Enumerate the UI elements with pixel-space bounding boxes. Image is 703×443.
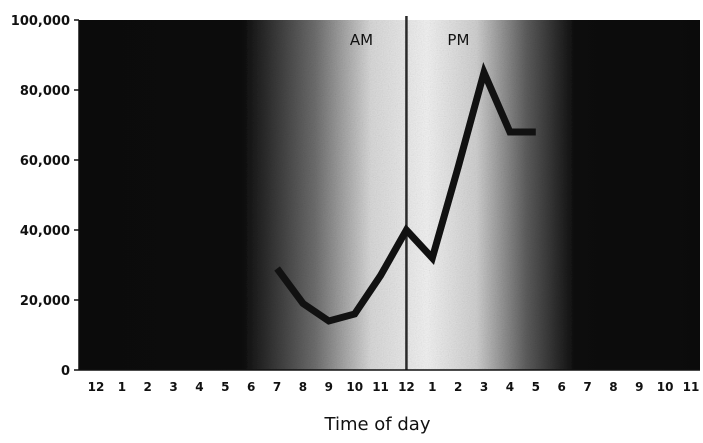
x-tick-label: 7	[273, 380, 281, 394]
y-tick-label: 60,000	[20, 154, 70, 169]
x-tick-label: 4	[506, 380, 514, 394]
x-tick-label: 2	[144, 380, 152, 394]
x-axis-title: Time of day	[324, 414, 431, 435]
y-tick-label: 0	[61, 364, 70, 379]
x-tick-label: 6	[557, 380, 565, 394]
x-tick-label: 10	[346, 380, 363, 394]
x-tick-label: 8	[299, 380, 307, 394]
x-tick-label: 12	[398, 380, 415, 394]
x-tick-label: 11	[683, 380, 700, 394]
x-tick-label: 3	[480, 380, 488, 394]
y-axis: 0 20,000 40,000 60,000 80,000 100,000	[11, 14, 80, 379]
x-tick-label: 9	[325, 380, 333, 394]
pm-region-label: PM	[447, 31, 469, 49]
x-tick-label: 7	[583, 380, 591, 394]
y-tick-label: 20,000	[20, 294, 70, 309]
y-tick-label: 40,000	[20, 224, 70, 239]
plot-texture	[79, 20, 700, 370]
series-group	[274, 61, 536, 325]
x-tick-label: 3	[169, 380, 177, 394]
y-tick-label: 80,000	[20, 84, 70, 99]
x-axis: 12 1 2 3 4 5 6 7 8 9 10 11 12 1 2 3 4 5 6 7 8 9 10 11	[79, 369, 700, 394]
x-tick-label: 1	[118, 380, 126, 394]
x-tick-label: 5	[221, 380, 229, 394]
am-region-label: AM	[350, 31, 373, 49]
x-tick-label: 12	[88, 380, 105, 394]
x-tick-label: 1	[428, 380, 436, 394]
x-tick-label: 2	[454, 380, 462, 394]
x-tick-label: 5	[532, 380, 540, 394]
x-tick-label: 11	[372, 380, 389, 394]
x-tick-label: 6	[247, 380, 255, 394]
x-tick-label: 4	[195, 380, 203, 394]
x-tick-label: 9	[635, 380, 643, 394]
x-tick-label: 10	[657, 380, 674, 394]
x-tick-label: 8	[609, 380, 617, 394]
y-tick-label: 100,000	[11, 14, 70, 29]
